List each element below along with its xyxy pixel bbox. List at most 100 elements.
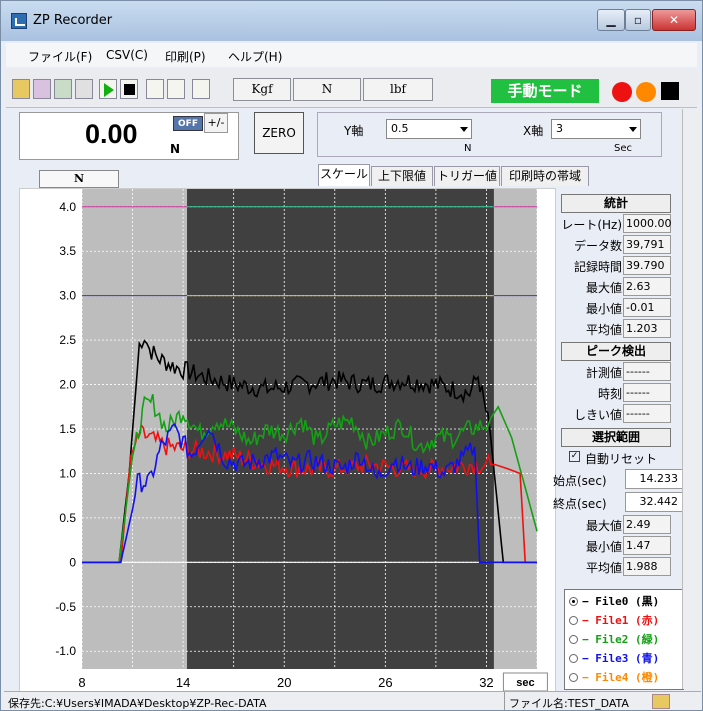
graph-peak-icon[interactable] xyxy=(167,79,185,99)
record-orange-icon[interactable] xyxy=(636,82,656,102)
stop-square-icon[interactable] xyxy=(661,82,679,100)
menu-bar: ファイル(F) CSV(C) 印刷(P) ヘルプ(H) xyxy=(6,43,697,67)
force-unit: N xyxy=(170,142,181,156)
plus-minus-button[interactable]: +/- xyxy=(204,113,228,133)
range-row: 平均値 1.988 xyxy=(561,556,671,577)
stats-row-key: 記録時間 xyxy=(573,260,622,274)
y-tick-label: 3.5 xyxy=(59,244,76,258)
menu-help[interactable]: ヘルプ(H) xyxy=(228,50,283,64)
start-label: 始点(sec) xyxy=(553,474,607,488)
x-axis-select[interactable]: 3 xyxy=(551,119,641,139)
chart-area: 4.0 3.5 3.0 2.5 2.0 1.5 1.0 0.5 0 -0.5 -1.0 8 14 20 26… xyxy=(19,188,556,692)
force-chart[interactable]: 4.0 3.5 3.0 2.5 2.0 1.5 1.0 0.5 0 -0.5 -1.0 8 14 20 26… xyxy=(20,189,557,693)
range-row-value: 2.49 xyxy=(623,515,671,534)
peak-title: ピーク検出 xyxy=(561,342,671,361)
unit-kgf-button[interactable]: Kgf xyxy=(233,78,291,101)
x-tick-label: 32 xyxy=(479,675,493,690)
peak-row-key: しきい値 xyxy=(573,408,622,422)
y-axis-label: Y軸 xyxy=(344,124,364,138)
y-tick-label: -1.0 xyxy=(55,644,76,658)
close-button[interactable]: ✕ xyxy=(652,9,696,31)
file-label: − File0 (黒) xyxy=(582,595,660,608)
y-tick-label: 4.0 xyxy=(59,200,76,214)
stats-row-value: 39,791 xyxy=(623,235,671,254)
peak-row-key: 時刻 xyxy=(597,387,622,401)
radio-icon[interactable] xyxy=(569,597,578,606)
unit-lbf-button[interactable]: lbf xyxy=(363,78,433,101)
zero-button[interactable]: ZERO xyxy=(254,112,304,154)
stats-row-value: -0.01 xyxy=(623,298,671,317)
peak-row: しきい値 ------ xyxy=(561,403,671,424)
range-title: 選択範囲 xyxy=(561,428,671,447)
y-tick-label: 0.5 xyxy=(59,511,76,525)
manual-mode-button[interactable]: 手動モード xyxy=(491,79,599,103)
file-radio-3[interactable]: − File3 (青) xyxy=(569,650,659,666)
menu-file[interactable]: ファイル(F) xyxy=(28,50,93,64)
file-radio-4[interactable]: − File4 (橙) xyxy=(569,669,659,685)
stats-row: 記録時間 39.790 xyxy=(561,255,671,276)
file-radio-1[interactable]: − File1 (赤) xyxy=(569,612,659,628)
start-input[interactable]: 14.233 xyxy=(625,469,683,489)
stats-row: 平均値 1.203 xyxy=(561,318,671,339)
app-icon xyxy=(11,13,27,29)
folder-icon[interactable] xyxy=(652,694,670,709)
auto-reset-row[interactable]: ✓ 自動リセット xyxy=(561,447,671,468)
save-path: 保存先:C:¥Users¥IMADA¥Desktop¥ZP-Rec-DATA xyxy=(8,697,267,710)
menu-print[interactable]: 印刷(P) xyxy=(165,50,206,64)
peak-row-key: 計測値 xyxy=(585,366,622,380)
peak-row: 時刻 ------ xyxy=(561,382,671,403)
radio-icon[interactable] xyxy=(569,635,578,644)
save-icon[interactable] xyxy=(33,79,51,99)
off-button[interactable]: OFF xyxy=(173,116,203,131)
stats-row-value: 39.790 xyxy=(623,256,671,275)
end-row: 終点(sec) 32.442 xyxy=(553,491,683,514)
x-axis-unit: Sec xyxy=(614,143,632,154)
open-folder-icon[interactable] xyxy=(12,79,30,99)
range-row-value: 1.47 xyxy=(623,536,671,555)
stats-row-key: 平均値 xyxy=(585,323,622,337)
auto-reset-label: 自動リセット xyxy=(585,452,658,466)
radio-icon[interactable] xyxy=(569,654,578,663)
series-line-2 xyxy=(82,393,538,564)
file-label: − File2 (緑) xyxy=(582,633,660,646)
start-row: 始点(sec) 14.233 xyxy=(553,468,683,491)
settings-icon[interactable] xyxy=(54,79,72,99)
minimize-button[interactable]: ▁ xyxy=(597,9,625,31)
x-unit-label: sec xyxy=(516,677,534,689)
stop-icon[interactable] xyxy=(120,79,138,99)
maximize-button[interactable]: ▫ xyxy=(625,9,651,31)
record-red-icon[interactable] xyxy=(612,82,632,102)
stats-row-value: 1000.00 xyxy=(623,214,672,233)
x-tick-label: 8 xyxy=(78,675,85,690)
tab-print-band[interactable]: 印刷時の帯域 xyxy=(501,166,589,186)
stats-row: 最大値 2.63 xyxy=(561,276,671,297)
end-label: 終点(sec) xyxy=(553,497,607,511)
graph-zoom-icon[interactable] xyxy=(192,79,210,99)
radio-icon[interactable] xyxy=(569,616,578,625)
stats-row: レート(Hz) 1000.00 xyxy=(561,213,672,234)
series-line-0 xyxy=(82,339,537,564)
peak-row-value: ------ xyxy=(623,383,671,402)
vertical-scrollbar[interactable] xyxy=(682,109,702,689)
menu-csv[interactable]: CSV(C) xyxy=(106,48,148,62)
play-icon[interactable] xyxy=(99,79,117,99)
radio-icon[interactable] xyxy=(569,673,578,682)
x-tick-label: 20 xyxy=(277,675,291,690)
axis-settings: Y軸 0.5 N X軸 3 Sec xyxy=(317,112,662,157)
table-icon[interactable] xyxy=(75,79,93,99)
tab-limits[interactable]: 上下限値 xyxy=(371,166,433,186)
range-row-key: 最小値 xyxy=(585,540,622,554)
y-axis-select[interactable]: 0.5 xyxy=(386,119,472,139)
auto-reset-checkbox[interactable]: ✓ xyxy=(569,451,580,462)
unit-n-button[interactable]: N xyxy=(293,78,361,101)
file-radio-2[interactable]: − File2 (緑) xyxy=(569,631,659,647)
tab-scale[interactable]: スケール xyxy=(318,164,370,186)
stats-row: データ数 39,791 xyxy=(561,234,671,255)
file-radio-0[interactable]: − File0 (黒) xyxy=(569,593,659,609)
stats-row: 最小値 -0.01 xyxy=(561,297,671,318)
peak-row: 計測値 ------ xyxy=(561,361,671,382)
y-tick-label: 1.0 xyxy=(59,466,76,480)
end-input[interactable]: 32.442 xyxy=(625,492,683,512)
graph-icon[interactable] xyxy=(146,79,164,99)
tab-trigger[interactable]: トリガー値 xyxy=(434,166,500,186)
